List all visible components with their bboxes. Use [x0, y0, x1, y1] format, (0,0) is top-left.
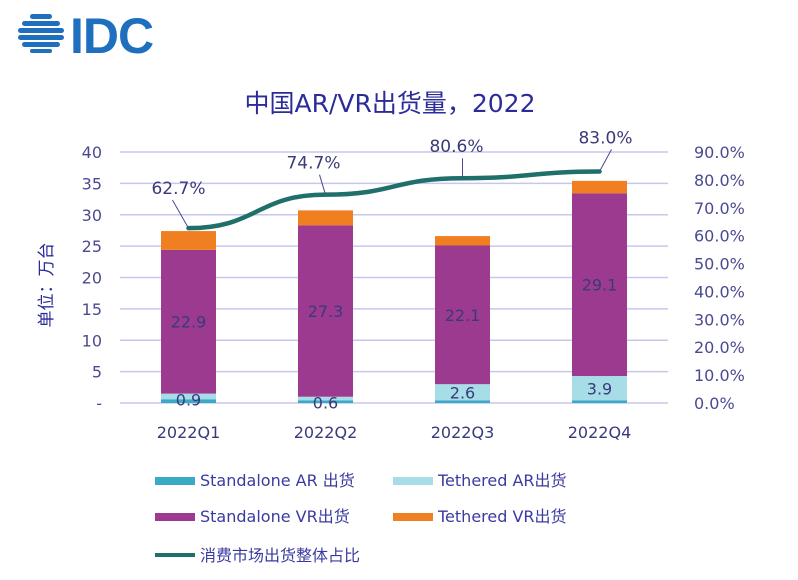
line-data-label: 62.7%: [151, 179, 205, 199]
legend-label: Standalone VR出货: [200, 507, 350, 526]
y-tick-label: 25: [82, 237, 102, 256]
bar-segment: [161, 231, 216, 250]
x-tick-label: 2022Q3: [431, 423, 495, 442]
bar-segment: [161, 393, 216, 400]
legend-label: 消费市场出货整体占比: [200, 546, 360, 565]
data-label: 22.1: [445, 306, 481, 325]
data-label: 2.6: [450, 383, 475, 402]
bar-segment: [435, 236, 490, 246]
y-tick-label: -: [96, 394, 102, 413]
y2-tick-label: 0.0%: [694, 394, 735, 413]
bar-segment: [298, 225, 353, 397]
line-data-label: 74.7%: [286, 154, 340, 174]
y2-tick-label: 70.0%: [694, 199, 745, 218]
line-data-label: 83.0%: [578, 129, 632, 149]
bar-segment: [298, 396, 353, 401]
bar-labels: 0.9 22.9 0.6 27.3 2.6 22.1 3.9 29.1: [171, 276, 618, 413]
data-label: 27.3: [308, 302, 344, 321]
legend-swatch: [393, 477, 433, 485]
y2-tick-label: 50.0%: [694, 255, 745, 274]
y-tick-label: 15: [82, 300, 102, 319]
bar-segment: [298, 400, 353, 403]
y-axis-right: 0.0% 10.0% 20.0% 30.0% 40.0% 50.0% 60.0% 70.0% 8…: [694, 143, 745, 413]
bar-segment: [572, 180, 627, 194]
bar-segment: [435, 400, 490, 403]
data-label: 0.9: [176, 391, 201, 410]
y2-tick-label: 30.0%: [694, 310, 745, 329]
leader-line: [319, 174, 326, 195]
y-tick-label: 10: [82, 331, 102, 350]
legend-swatch: [155, 513, 195, 521]
legend-label: Tethered AR出货: [437, 471, 567, 490]
y2-tick-label: 10.0%: [694, 366, 745, 385]
idc-globe-icon: [18, 14, 64, 53]
x-tick-label: 2022Q2: [294, 423, 358, 442]
legend-label: Tethered VR出货: [437, 507, 567, 526]
bar-segment: [161, 399, 216, 403]
bar-segment: [572, 376, 627, 401]
data-label: 29.1: [582, 276, 618, 295]
y2-tick-label: 60.0%: [694, 227, 745, 246]
data-label: 0.6: [313, 394, 338, 413]
idc-logo: IDC: [18, 8, 154, 58]
data-label: 22.9: [171, 313, 207, 332]
bar-segment: [298, 210, 353, 226]
y-tick-label: 40: [82, 143, 102, 162]
x-tick-label: 2022Q1: [157, 423, 221, 442]
y-axis-left: - 5 10 15 20 25 30 35 40: [82, 143, 102, 413]
y-tick-label: 30: [82, 206, 102, 225]
share-line: 62.7% 74.7% 80.6% 83.0%: [151, 129, 633, 231]
y-tick-label: 20: [82, 269, 102, 288]
bar-segment: [435, 384, 490, 401]
share-line-path: [186, 169, 602, 231]
logo-text: IDC: [70, 8, 153, 58]
y2-tick-label: 20.0%: [694, 338, 745, 357]
chart-title: 中国AR/VR出货量，2022: [245, 89, 536, 118]
y-axis-label: 单位：万台: [37, 243, 57, 328]
line-data-label: 80.6%: [429, 137, 483, 157]
data-label: 3.9: [587, 379, 612, 398]
bar-segment: [435, 245, 490, 385]
y2-tick-label: 40.0%: [694, 282, 745, 301]
leader-line: [599, 149, 612, 172]
legend-swatch: [155, 477, 195, 485]
y2-tick-label: 90.0%: [694, 143, 745, 162]
x-axis: 2022Q1 2022Q2 2022Q3 2022Q4: [157, 423, 632, 442]
y-tick-label: 5: [92, 363, 102, 382]
x-tick-label: 2022Q4: [568, 423, 632, 442]
leader-line: [172, 199, 189, 229]
bar-segment: [572, 400, 627, 403]
bar-segment: [572, 193, 627, 377]
legend: Standalone AR 出货 Tethered AR出货 Standalone …: [155, 471, 567, 565]
legend-swatch: [393, 513, 433, 521]
y-tick-label: 35: [82, 174, 102, 193]
bar-segment: [161, 249, 216, 394]
legend-label: Standalone AR 出货: [200, 471, 355, 490]
bars: [161, 180, 627, 403]
y2-tick-label: 80.0%: [694, 171, 745, 190]
